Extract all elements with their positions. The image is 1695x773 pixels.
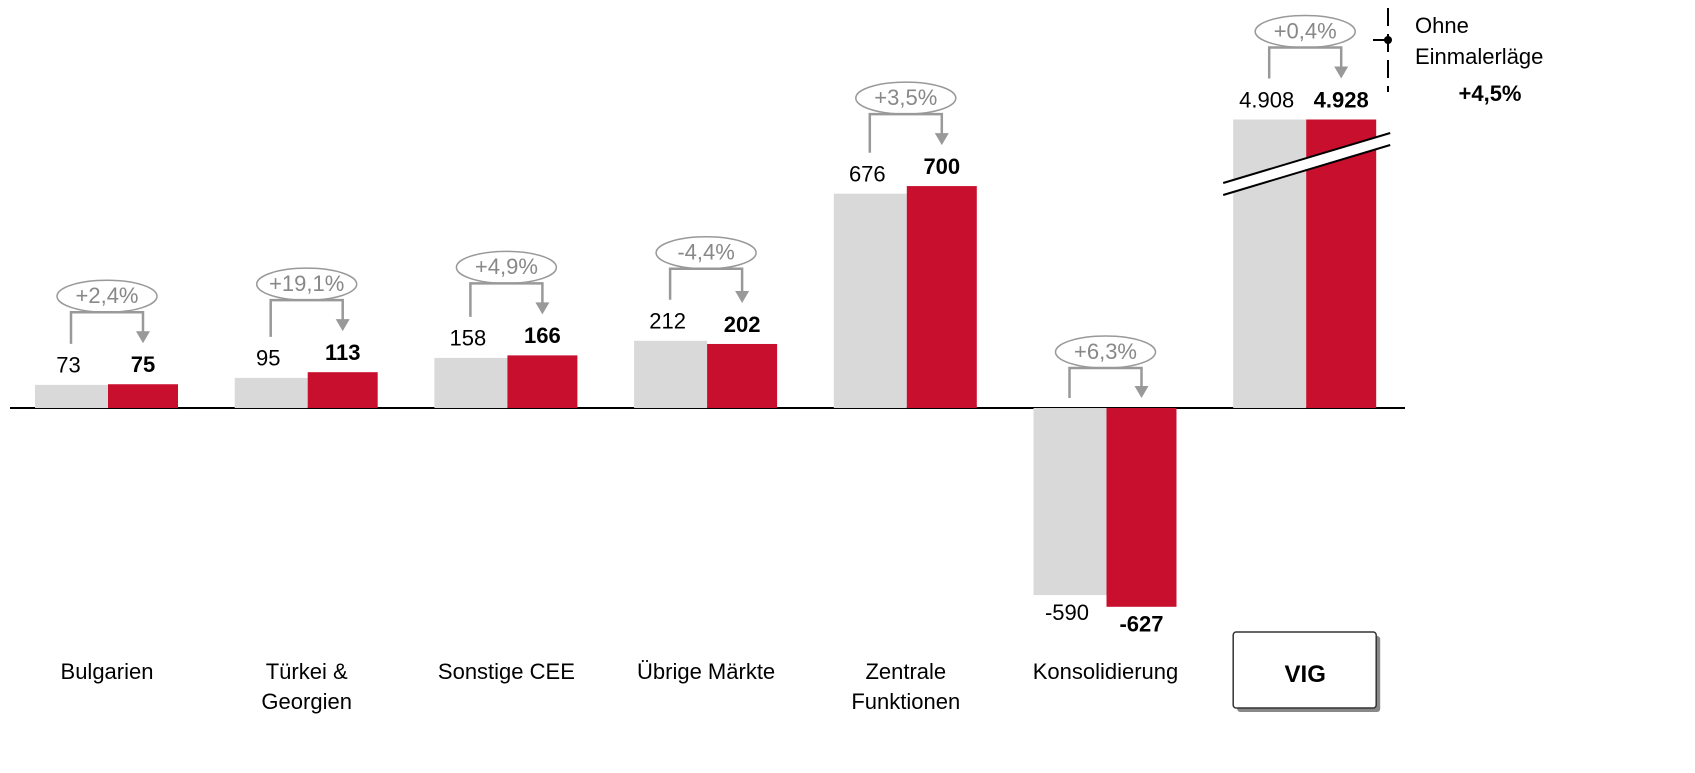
value-label: 676	[849, 162, 886, 187]
change-arrow	[535, 302, 550, 315]
value-label: -590	[1045, 600, 1089, 625]
bar	[1033, 408, 1107, 596]
value-label: 158	[450, 326, 487, 351]
change-arrow	[735, 290, 750, 303]
bar	[434, 357, 508, 409]
category-label: Sonstige CEE	[437, 659, 575, 684]
change-bracket	[668, 267, 744, 300]
change-bracket	[1068, 366, 1143, 399]
value-label: 95	[256, 346, 280, 371]
change-arrow	[136, 331, 150, 344]
value-label: 202	[724, 312, 761, 337]
change-label: +19,1%	[269, 271, 344, 296]
change-arrow	[1134, 386, 1149, 399]
value-label: 700	[923, 154, 960, 179]
change-label: +4,9%	[475, 254, 538, 279]
axis-break	[1223, 133, 1391, 195]
value-label: 4.928	[1314, 87, 1369, 112]
change-arrow	[335, 319, 350, 332]
bar	[234, 377, 308, 409]
bar	[634, 340, 708, 409]
change-bracket	[868, 112, 944, 153]
axis-break-line	[1222, 144, 1391, 196]
bar	[507, 355, 578, 409]
axis-break-line	[1222, 132, 1391, 184]
change-label: -4,4%	[677, 240, 734, 265]
value-label: 166	[524, 323, 561, 348]
note-line: Einmalerläge	[1415, 44, 1543, 69]
change-label: +2,4%	[76, 283, 139, 308]
bar	[707, 343, 778, 409]
value-label: 4.908	[1239, 87, 1294, 112]
change-bracket	[69, 310, 145, 344]
bar	[906, 186, 977, 409]
bar	[35, 384, 108, 409]
bar	[307, 372, 378, 409]
note-dot	[1384, 36, 1392, 44]
category-box	[1232, 631, 1377, 709]
bar	[833, 193, 907, 409]
category-label: VIG	[1284, 661, 1326, 688]
value-label: -627	[1119, 612, 1163, 637]
category-label: Bulgarien	[60, 659, 154, 684]
category-label: Türkei & Georgien	[261, 659, 352, 714]
value-label: 113	[325, 340, 361, 365]
change-arrow	[934, 133, 949, 146]
bar	[1106, 408, 1177, 607]
note-value: +4,5%	[1459, 81, 1522, 106]
category-label: Zentrale Funktionen	[851, 659, 961, 714]
change-bracket	[269, 298, 344, 337]
category-label: Übrige Märkte	[637, 659, 776, 684]
value-label: 75	[131, 352, 155, 377]
value-label: 73	[56, 353, 80, 378]
change-label: +0,4%	[1274, 18, 1337, 43]
value-label: 212	[649, 309, 686, 334]
change-bracket	[469, 282, 544, 317]
note-line: Ohne	[1415, 13, 1469, 38]
category-label: Konsolidierung	[1032, 659, 1179, 684]
change-label: +6,3%	[1074, 339, 1137, 364]
change-bracket	[1267, 46, 1343, 79]
change-arrow	[1334, 66, 1349, 79]
change-label: +3,5%	[874, 85, 937, 110]
bar	[108, 384, 178, 409]
